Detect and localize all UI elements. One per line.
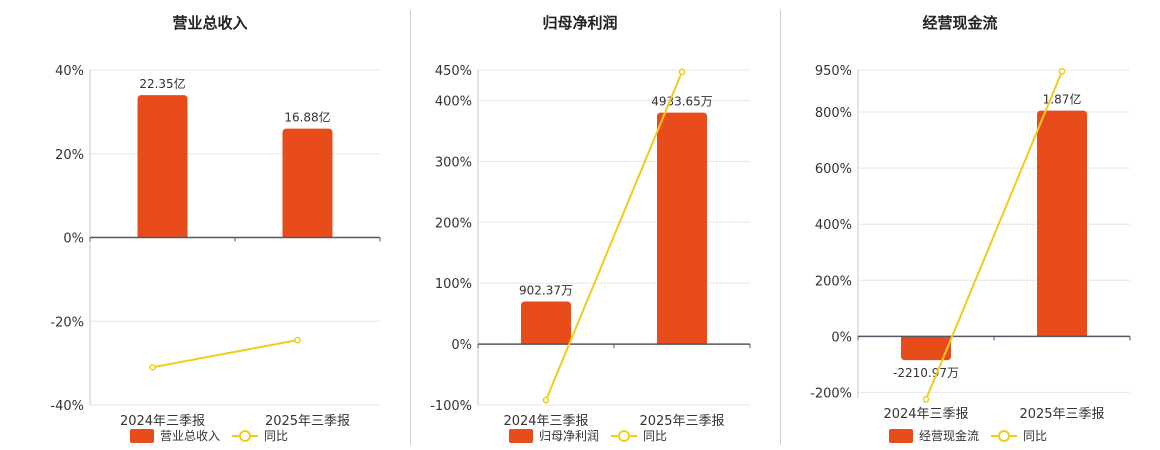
chart-2: 950%800%600%400%200%0%-200%-2210.97万1.87… [810,64,1131,443]
bar [282,128,333,238]
legend-line-label: 同比 [264,429,288,443]
yoy-point [678,68,686,76]
yoy-point [149,363,156,371]
legend-line-marker [618,430,630,442]
y-tick-label: 400% [435,94,472,109]
y-tick-label: 200% [815,274,852,289]
y-tick-label: 0% [451,338,472,353]
legend-line-label: 同比 [1023,429,1047,443]
y-tick-label: 400% [815,218,852,233]
legend-bar-label: 营业总收入 [160,429,220,443]
x-category-label: 2025年三季报 [639,414,724,429]
y-tick-label: -100% [430,399,472,414]
legend-line-marker [998,430,1010,442]
panel-title-revenue: 营业总收入 [172,14,248,32]
x-category-label: 2024年三季报 [503,414,588,429]
y-tick-label: -200% [810,386,852,401]
legend-line-marker [239,430,251,442]
x-category-label: 2025年三季报 [1019,407,1104,422]
y-tick-label: 800% [815,106,852,121]
bar-data-label: 16.88亿 [284,110,330,125]
bar-data-label: 22.35亿 [139,76,185,91]
chart-0: 40% 20% 0% -20% -40% 22.35亿 16.88亿 2024年三季报 2025… [50,64,381,443]
y-tick-label: 450% [435,64,472,79]
y-tick-label: 20% [55,148,84,163]
y-tick-label: 600% [815,162,852,177]
legend-bar-swatch [509,429,533,443]
chart-1: 450% 400% 300% 200% 100% 0% -100% 902.37万 4933.6… [430,64,751,443]
y-tick-label: 0% [63,232,84,247]
bar [521,301,571,345]
bar [901,336,951,361]
yoy-point [542,396,550,404]
x-category-label: 2024年三季报 [883,407,968,422]
y-tick-label: 40% [55,64,84,79]
y-tick-label: 950% [815,64,852,79]
y-tick-label: 0% [831,330,852,345]
yoy-line [925,71,1063,400]
legend-line-label: 同比 [643,429,667,443]
x-category-label: 2025年三季报 [265,414,350,429]
yoy-line [152,339,298,369]
y-tick-label: 100% [435,277,472,292]
panel-title-net-profit: 归母净利润 [542,14,618,32]
bar-data-label: -2210.97万 [893,366,959,380]
legend-bar-swatch [130,429,154,443]
y-tick-label: 300% [435,155,472,170]
y-tick-label: 200% [435,216,472,231]
yoy-point [1058,68,1066,75]
yoy-point [922,396,930,403]
legend-bar-label: 归母净利润 [539,429,599,443]
panel-title-cash-flow: 经营现金流 [922,14,998,32]
bar [657,112,707,345]
yoy-point [294,336,301,344]
x-category-label: 2024年三季报 [120,414,205,429]
bar [137,95,188,238]
legend-bar-swatch [889,429,913,443]
y-tick-label: -40% [50,399,84,414]
panel-divider [780,10,781,445]
bar [1037,110,1087,337]
panel-divider [410,10,411,445]
legend-bar-label: 经营现金流 [919,428,979,443]
bar-data-label: 4933.65万 [651,95,713,109]
bar-data-label: 902.37万 [519,283,573,297]
y-tick-label: -20% [50,315,84,330]
yoy-line [545,71,683,401]
